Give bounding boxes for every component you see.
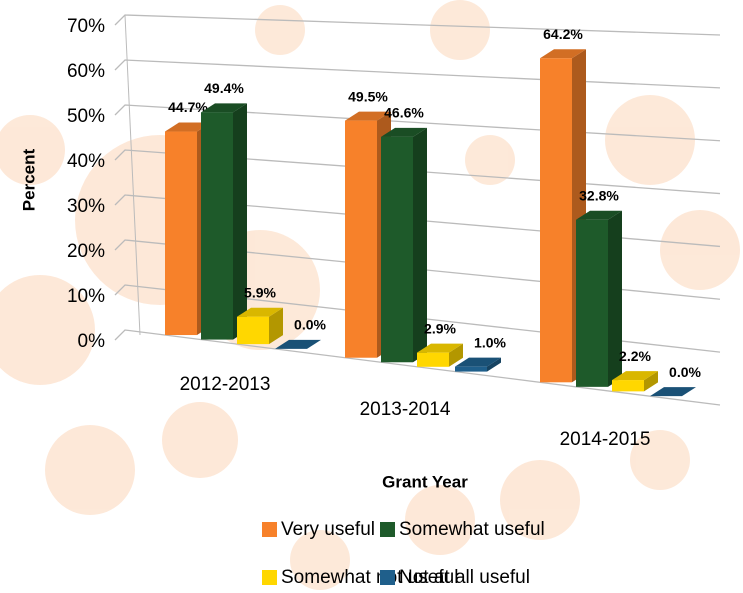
bar: [201, 112, 233, 340]
bar-top: [650, 387, 696, 397]
bar: [381, 136, 413, 363]
bar-top: [612, 371, 658, 381]
bar-top: [201, 103, 247, 113]
bar: [165, 131, 197, 336]
grid-line: [114, 104, 721, 142]
y-tick-label: 30%: [67, 196, 105, 217]
grid-line: [114, 149, 721, 195]
legend-swatch: [380, 522, 395, 537]
bar: [237, 316, 269, 345]
value-label: 5.9%: [244, 284, 276, 300]
bar: [417, 352, 449, 367]
y-tick-label: 50%: [67, 106, 105, 127]
y-tick-label: 0%: [78, 331, 106, 352]
grid-line: [114, 284, 721, 353]
x-tick-label: 2012-2013: [180, 374, 271, 395]
bar-side: [269, 307, 283, 345]
grid-line: [114, 329, 721, 406]
bar-top: [237, 307, 283, 317]
bar-top: [455, 357, 501, 367]
grid-line: [114, 59, 721, 89]
value-label: 32.8%: [579, 187, 619, 203]
x-axis-label: Grant Year: [382, 472, 468, 491]
grid-line: [114, 194, 721, 248]
bar: [345, 120, 377, 358]
axis-wall: [124, 14, 141, 336]
bar: [612, 380, 644, 392]
bar-side: [413, 127, 427, 363]
value-label: 2.9%: [424, 320, 456, 336]
bar-top: [275, 339, 321, 349]
value-label: 44.7%: [168, 99, 208, 115]
value-label: 49.5%: [348, 88, 388, 104]
x-tick-label: 2013-2014: [360, 399, 451, 420]
y-tick-label: 40%: [67, 151, 105, 172]
bar-top: [345, 111, 391, 121]
bar-side: [487, 357, 501, 372]
bar-side: [608, 210, 622, 387]
value-label: 49.4%: [204, 80, 244, 96]
y-axis-label: Percent: [19, 148, 38, 211]
value-label: 0.0%: [294, 317, 326, 333]
value-label: 1.0%: [474, 334, 506, 350]
grid-line: [114, 239, 721, 300]
bar-top: [540, 49, 586, 59]
legend-swatch: [380, 570, 395, 585]
bar-top: [165, 122, 211, 132]
bar: [576, 219, 608, 387]
bar-side: [233, 103, 247, 340]
bar-top: [576, 210, 622, 220]
value-label: 0.0%: [669, 364, 701, 380]
grid-line: [114, 14, 721, 36]
legend-label: Not at all useful: [399, 567, 530, 588]
bar: [540, 58, 572, 383]
bar-top: [381, 127, 427, 137]
y-tick-label: 10%: [67, 286, 105, 307]
legend-label: Somewhat not useful: [281, 567, 458, 588]
legend-swatch: [262, 522, 277, 537]
y-tick-label: 60%: [67, 61, 105, 82]
bar-top: [417, 343, 463, 353]
x-tick-label: 2014-2015: [560, 429, 651, 450]
bar: [455, 366, 487, 372]
value-label: 46.6%: [384, 105, 424, 121]
value-label: 64.2%: [543, 26, 583, 42]
bar-side: [644, 371, 658, 392]
bar-side: [449, 343, 463, 367]
legend-swatch: [262, 570, 277, 585]
value-label: 2.2%: [619, 348, 651, 364]
legend-label: Very useful: [281, 519, 375, 540]
y-tick-label: 20%: [67, 241, 105, 262]
legend-label: Somewhat useful: [399, 519, 545, 540]
y-tick-label: 70%: [67, 16, 105, 37]
